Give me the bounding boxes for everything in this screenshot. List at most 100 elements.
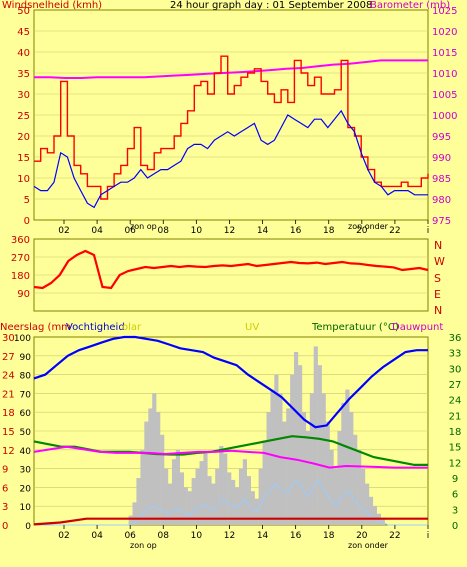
solar-bar-32 bbox=[160, 434, 165, 525]
baro-ytick-7: 1010 bbox=[432, 69, 457, 80]
solar-bar-43 bbox=[203, 453, 208, 525]
solar-bar-86 bbox=[372, 506, 377, 525]
solar-bar-68 bbox=[301, 412, 307, 525]
baro-ytick-1: 980 bbox=[432, 195, 451, 206]
temp-ytick-4: 12 bbox=[449, 458, 462, 469]
dir-ytick-1: 180 bbox=[11, 271, 30, 282]
baro-ytick-4: 995 bbox=[432, 132, 451, 143]
solar-bar-53 bbox=[242, 459, 247, 525]
wind-ytick-1: 5 bbox=[24, 195, 30, 206]
rain-xaxis-label-1: 04 bbox=[91, 531, 103, 541]
rain-xaxis-label-7: 16 bbox=[290, 531, 302, 541]
dir-label-n-bottom: N bbox=[434, 304, 442, 317]
solar-bar-69 bbox=[305, 431, 311, 525]
solar-bar-30 bbox=[152, 393, 157, 525]
rain-ytick-3: 9 bbox=[2, 465, 8, 476]
rain-ytick-9: 27 bbox=[2, 352, 15, 363]
humidity-ytick-6: 60 bbox=[20, 409, 32, 419]
baro-ytick-8: 1015 bbox=[432, 48, 457, 59]
solar-axis-title: olar bbox=[122, 322, 142, 333]
solar-bar-33 bbox=[164, 468, 169, 525]
wind-xaxis-label-0: 02 bbox=[58, 226, 69, 236]
humidity-axis-title: Vochtigheid bbox=[66, 322, 125, 333]
wind-xaxis-label-3: 08 bbox=[158, 226, 170, 236]
wind-axis-title: Windsnelheid (kmh) bbox=[2, 0, 102, 11]
wind-speed-line bbox=[33, 109, 428, 209]
solar-bar-67 bbox=[298, 365, 303, 525]
solar-bar-25 bbox=[132, 502, 137, 525]
solar-bar-31 bbox=[156, 412, 161, 525]
dir-ytick-0: 90 bbox=[17, 289, 30, 300]
barometer-line bbox=[34, 59, 428, 79]
solar-bar-42 bbox=[199, 461, 204, 525]
solar-bar-54 bbox=[246, 476, 251, 525]
humidity-ytick-1: 10 bbox=[20, 503, 32, 513]
wind-ytick-6: 30 bbox=[17, 90, 30, 101]
temp-ytick-6: 18 bbox=[449, 427, 462, 438]
solar-bar-64 bbox=[286, 408, 291, 525]
humidity-line bbox=[33, 335, 428, 429]
wind-xaxis-label-4: 10 bbox=[191, 226, 203, 236]
wind-direction-line bbox=[33, 249, 429, 290]
solar-bar-36 bbox=[175, 449, 180, 525]
sunrise-label-2: zon op bbox=[130, 541, 157, 550]
rain-ytick-1: 3 bbox=[2, 502, 8, 513]
solar-bar-80 bbox=[349, 412, 354, 525]
wind-ytick-9: 45 bbox=[17, 27, 30, 38]
wind-xaxis-label-7: 16 bbox=[290, 226, 302, 236]
barometer-axis-title: Barometer (mb) bbox=[370, 0, 450, 11]
solar-bar-34 bbox=[168, 483, 173, 525]
wind-xaxis-label-11: i bbox=[427, 226, 430, 236]
solar-bar-39 bbox=[187, 491, 192, 525]
uv-line bbox=[34, 479, 428, 526]
rain-xaxis-label-0: 02 bbox=[58, 531, 69, 541]
solar-bar-70 bbox=[309, 393, 314, 525]
temp-ytick-5: 15 bbox=[449, 443, 462, 454]
uv-axis-title: UV bbox=[245, 322, 259, 333]
rain-ytick-4: 12 bbox=[2, 446, 15, 457]
wind-ytick-0: 0 bbox=[24, 216, 30, 227]
rain-xaxis-label-11: i bbox=[427, 531, 430, 541]
rain-xaxis-label-3: 08 bbox=[158, 531, 170, 541]
solar-bar-61 bbox=[274, 374, 279, 525]
solar-bar-78 bbox=[341, 402, 346, 525]
solar-bar-45 bbox=[211, 483, 216, 525]
solar-bar-74 bbox=[325, 421, 330, 525]
rain-xaxis-label-8: 18 bbox=[323, 531, 335, 541]
rain-xaxis-label-9: 20 bbox=[356, 531, 368, 541]
wind-ytick-5: 25 bbox=[17, 111, 30, 122]
rain-ytick-2: 6 bbox=[2, 483, 8, 494]
solar-bar-37 bbox=[179, 472, 184, 525]
solar-bar-71 bbox=[313, 346, 318, 525]
humidity-ytick-3: 30 bbox=[20, 466, 32, 476]
dir-label-n-top: N bbox=[434, 239, 442, 252]
dir-label-e: E bbox=[434, 288, 441, 301]
dir-label-w: W bbox=[434, 255, 445, 268]
rain-ytick-0: 0 bbox=[2, 521, 8, 532]
rain-xaxis-label-4: 10 bbox=[191, 531, 203, 541]
solar-bar-44 bbox=[207, 476, 212, 525]
chart-title: 24 hour graph day : 01 September 2008 bbox=[170, 0, 372, 11]
solar-bar-38 bbox=[183, 487, 188, 525]
solar-bar-40 bbox=[191, 478, 196, 525]
humidity-ytick-7: 70 bbox=[20, 390, 32, 400]
rain-line bbox=[33, 517, 428, 526]
solar-bar-50 bbox=[231, 479, 236, 525]
wind-ytick-4: 20 bbox=[17, 132, 30, 143]
temp-ytick-7: 21 bbox=[449, 411, 462, 422]
dewpoint-axis-title: Dauwpunt bbox=[392, 322, 443, 333]
solar-bar-63 bbox=[282, 421, 287, 525]
solar-bar-76 bbox=[333, 468, 338, 525]
humidity-ytick-2: 20 bbox=[20, 484, 32, 494]
wind-xaxis-label-9: 20 bbox=[356, 226, 368, 236]
wind-ytick-8: 40 bbox=[17, 48, 30, 59]
temp-ytick-3: 9 bbox=[452, 474, 458, 485]
dir-ytick-2: 270 bbox=[11, 253, 30, 264]
solar-bar-72 bbox=[317, 365, 322, 525]
solar-bar-46 bbox=[215, 468, 220, 525]
solar-bar-81 bbox=[353, 434, 358, 525]
rain-ytick-7: 21 bbox=[2, 389, 15, 400]
solar-bar-60 bbox=[270, 389, 275, 525]
humidity-ytick-10: 100 bbox=[14, 334, 31, 344]
